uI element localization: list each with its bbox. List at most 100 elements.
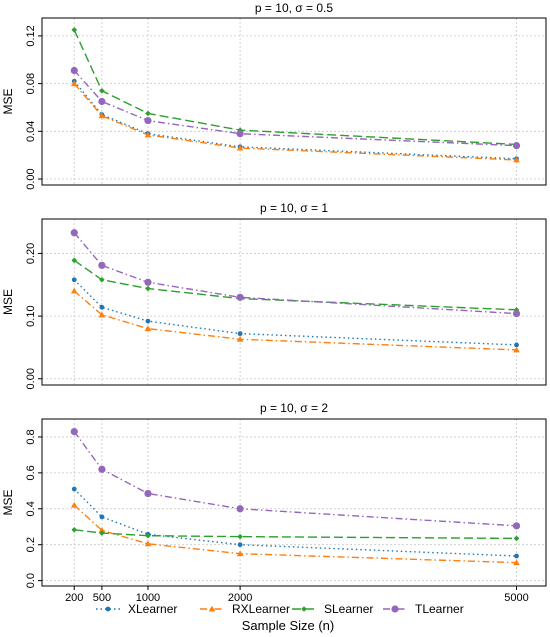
data-point-tlearner: [70, 229, 78, 237]
data-point-xlearner: [99, 304, 105, 310]
data-point-xlearner: [514, 342, 519, 348]
y-axis-label: MSE: [1, 489, 15, 515]
legend-label-xlearner: XLearner: [128, 602, 177, 616]
data-point-tlearner: [512, 522, 521, 530]
series-line-slearner: [73, 29, 517, 146]
series-line-tlearner: [73, 431, 517, 527]
data-point-rxlearner: [98, 311, 106, 318]
data-point-xlearner: [237, 331, 243, 337]
data-point-rxlearner: [236, 335, 244, 342]
plot-frame: [41, 218, 547, 386]
data-point-slearner: [145, 110, 151, 117]
legend-label-rxlearner: RXLearner: [232, 602, 290, 616]
data-point-slearner: [237, 533, 243, 540]
y-tick-label: 0.2: [25, 537, 37, 552]
data-point-slearner: [71, 257, 78, 264]
panel-title: p = 10, σ = 0.5: [255, 1, 333, 15]
data-point-rxlearner: [144, 131, 152, 138]
x-tick-label: 500: [93, 592, 111, 604]
data-point-tlearner: [236, 130, 244, 138]
series-line-xlearner: [73, 488, 517, 557]
legend: XLearner RXLearner SLearner TLearner: [96, 602, 464, 616]
y-tick-label: 0.6: [25, 465, 37, 480]
data-point-xlearner: [71, 486, 77, 492]
data-point-xlearner: [237, 542, 243, 548]
x-tick-label: 5000: [504, 592, 528, 604]
y-tick-label: 0.04: [25, 121, 37, 142]
data-point-slearner: [99, 530, 105, 536]
data-point-rxlearner: [70, 287, 78, 294]
data-point-rxlearner: [98, 527, 106, 533]
data-point-rxlearner: [144, 540, 152, 547]
plot-frame: [41, 17, 547, 186]
data-point-tlearner: [512, 142, 521, 150]
legend-label-tlearner: TLearner: [415, 602, 464, 616]
data-point-slearner: [145, 532, 151, 539]
data-point-tlearner: [70, 427, 78, 436]
y-tick-label: 0.08: [25, 73, 37, 94]
x-tick-label: 2000: [228, 592, 252, 604]
legend-marker-rxlearner: [208, 605, 216, 612]
legend-marker-xlearner: [105, 606, 111, 612]
data-point-tlearner: [98, 97, 106, 106]
panel-3: p = 10, σ = 2 0.0 0.2 0.4 0.6 0.8 MSE 200 500 100…: [1, 401, 547, 604]
data-point-xlearner: [99, 514, 105, 520]
series-line-tlearner: [73, 70, 517, 147]
data-point-rxlearner: [70, 501, 78, 508]
x-axis-label: Sample Size (n): [242, 618, 334, 633]
data-point-rxlearner: [236, 144, 244, 151]
series-line-slearner: [73, 259, 517, 311]
data-point-tlearner: [98, 261, 106, 269]
data-point-slearner: [145, 285, 151, 292]
data-point-slearner: [99, 276, 105, 283]
data-point-tlearner: [236, 293, 244, 301]
data-point-tlearner: [144, 116, 152, 125]
panel-2: p = 10, σ = 1 0.00 0.10 0.20 MSE: [1, 201, 547, 389]
series-line-slearner: [74, 529, 517, 540]
data-point-rxlearner: [98, 112, 106, 119]
data-point-tlearner: [98, 465, 106, 473]
y-axis-label: MSE: [1, 289, 15, 315]
series-line-xlearner: [73, 279, 517, 346]
data-point-tlearner: [236, 505, 244, 513]
x-tick-label: 1000: [136, 592, 160, 604]
legend-marker-tlearner: [391, 605, 399, 613]
x-tick-label: 200: [65, 592, 83, 604]
data-point-xlearner: [71, 277, 77, 283]
data-point-rxlearner: [70, 80, 78, 87]
y-axis-label: MSE: [1, 88, 15, 114]
data-point-slearner: [71, 27, 78, 33]
data-point-xlearner: [145, 318, 151, 324]
data-point-rxlearner: [144, 325, 152, 332]
series-line-rxlearner: [73, 290, 517, 351]
y-tick-label: 0.0: [25, 573, 37, 588]
data-point-slearner: [513, 535, 520, 542]
data-point-rxlearner: [513, 559, 520, 566]
series-line-rxlearner: [73, 83, 517, 161]
data-point-slearner: [99, 87, 105, 94]
legend-label-slearner: SLearner: [324, 602, 373, 616]
panel-1: p = 10, σ = 0.5 0.00 0.04 0.08 0.12 MSE: [1, 1, 547, 190]
data-point-rxlearner: [513, 156, 520, 163]
y-tick-label: 0.4: [25, 501, 37, 516]
y-tick-label: 0.10: [25, 305, 37, 326]
panel-title: p = 10, σ = 2: [260, 401, 328, 415]
y-tick-label: 0.8: [25, 429, 37, 444]
y-tick-label: 0.00: [25, 168, 37, 189]
y-tick-label: 0.20: [25, 243, 37, 264]
data-point-tlearner: [144, 278, 152, 286]
data-point-rxlearner: [236, 550, 244, 557]
y-tick-label: 0.12: [25, 25, 37, 46]
plot-frame: [41, 418, 547, 587]
data-point-xlearner: [514, 553, 519, 559]
data-point-rxlearner: [513, 346, 520, 353]
data-point-tlearner: [512, 309, 521, 318]
series-line-rxlearner: [73, 504, 517, 564]
series-line-xlearner: [73, 80, 517, 160]
data-point-slearner: [71, 526, 78, 533]
panel-title: p = 10, σ = 1: [260, 201, 328, 215]
legend-marker-slearner: [301, 606, 307, 612]
data-point-tlearner: [144, 489, 152, 498]
y-tick-label: 0.00: [25, 368, 37, 389]
